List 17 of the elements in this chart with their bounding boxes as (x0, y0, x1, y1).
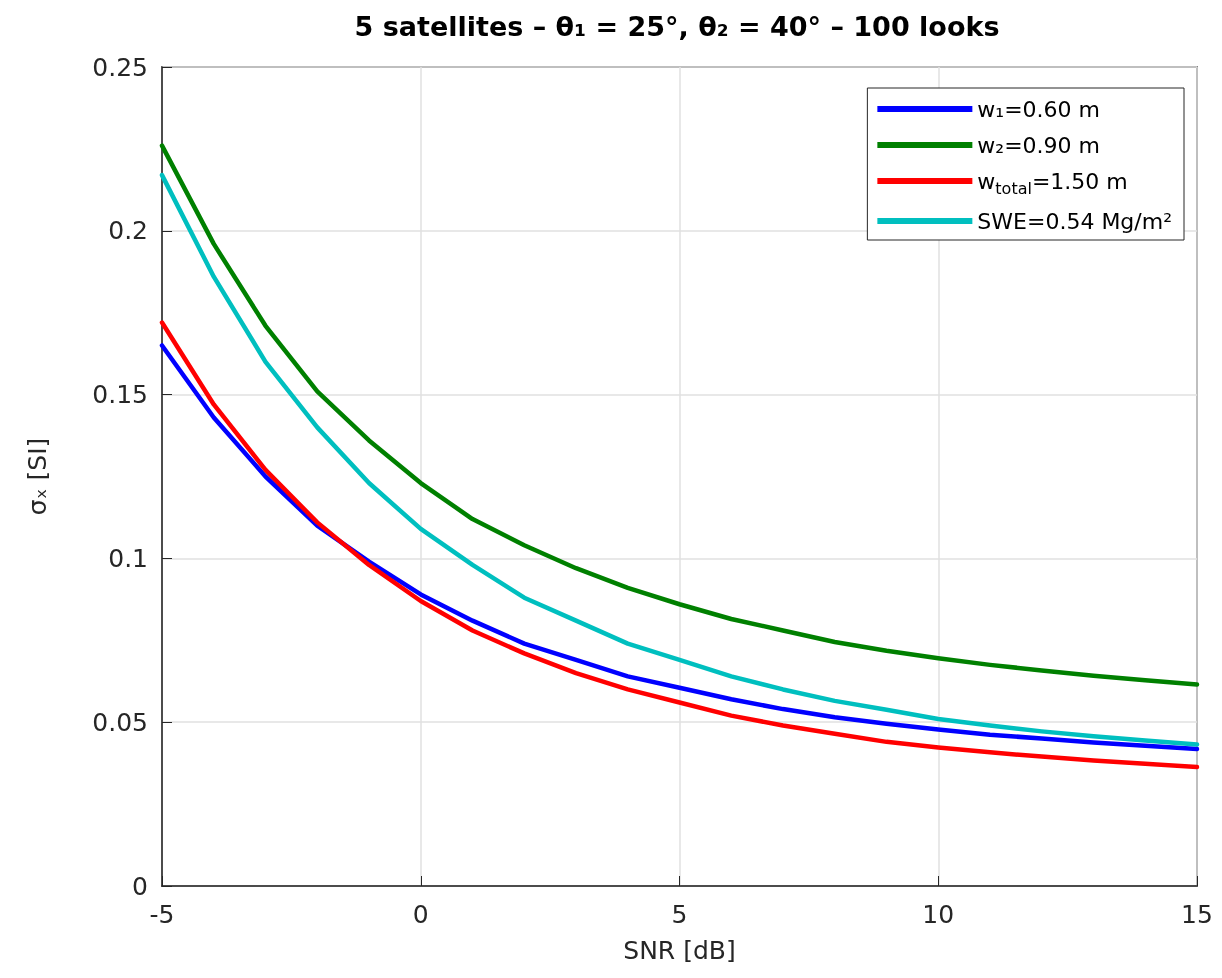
x-tick-label: 10 (922, 900, 955, 929)
y-tick-label: 0.05 (92, 707, 148, 737)
x-axis-title: SNR [dB] (623, 936, 736, 965)
y-tick-label: 0.2 (108, 216, 148, 246)
legend-label: SWE=0.54 Mg/m² (977, 208, 1172, 234)
x-tick-label: -5 (149, 900, 175, 929)
y-tick-label: 0 (132, 871, 148, 901)
x-tick-label: 0 (412, 900, 429, 929)
legend-label: w₁=0.60 m (977, 96, 1101, 122)
y-tick-label: 0.25 (92, 52, 148, 82)
x-tick-label: 5 (671, 900, 688, 929)
y-axis-title: σₓ [SI] (23, 437, 52, 516)
y-tick-label: 0.15 (92, 380, 148, 410)
y-tick-label: 0.1 (108, 543, 148, 573)
legend-label: w₂=0.90 m (977, 132, 1101, 158)
chart-title: 5 satellites – θ₁ = 25°, θ₂ = 40° – 100 looks (354, 11, 1000, 42)
x-tick-label: 15 (1181, 900, 1213, 929)
